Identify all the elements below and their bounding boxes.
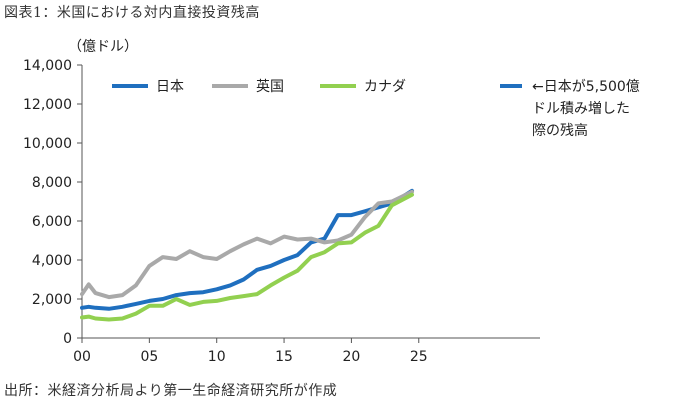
figure-title: 図表1：米国における対内直接投資残高 [4, 5, 260, 21]
x-tick-label: 05 [140, 349, 158, 365]
x-tick-label: 25 [410, 349, 428, 365]
y-tick-label: 8,000 [32, 175, 72, 191]
legend-label: 英国 [256, 78, 284, 95]
chart-axes [81, 65, 540, 339]
annotation-text: ←日本が5,500億 [532, 79, 640, 95]
series-line-カナダ [80, 192, 414, 322]
x-tick-label: 00 [73, 349, 91, 365]
chart-series [80, 188, 414, 322]
legend-label: 日本 [156, 79, 184, 95]
legend-label: カナダ [364, 79, 406, 95]
y-tick-label: 14,000 [23, 58, 72, 74]
unit-label: （億ドル） [68, 39, 138, 55]
x-tick-label: 10 [208, 349, 226, 365]
y-tick-label: 10,000 [23, 136, 72, 152]
y-tick-label: 12,000 [23, 97, 72, 113]
chart-ticks: 0 2,000 4,000 6,000 8,000 10,000 12,000 14,000 0… [23, 58, 428, 365]
chart-legend: 日本 英国 カナダ [112, 78, 406, 95]
figure-source: 出所：米経済分析局より第一生命経済研究所が作成 [4, 383, 338, 399]
y-tick-label: 2,000 [32, 292, 72, 308]
annotation-text: 際の残高 [532, 122, 588, 139]
annotation-text: ドル積み増した [532, 101, 630, 117]
x-tick-label: 20 [342, 349, 360, 365]
y-tick-label: 6,000 [32, 214, 72, 230]
x-tick-label: 15 [275, 349, 293, 365]
y-tick-label: 0 [63, 331, 72, 347]
y-tick-label: 4,000 [32, 253, 72, 269]
series-line-日本 [80, 188, 414, 311]
series-line-英国 [80, 189, 414, 300]
